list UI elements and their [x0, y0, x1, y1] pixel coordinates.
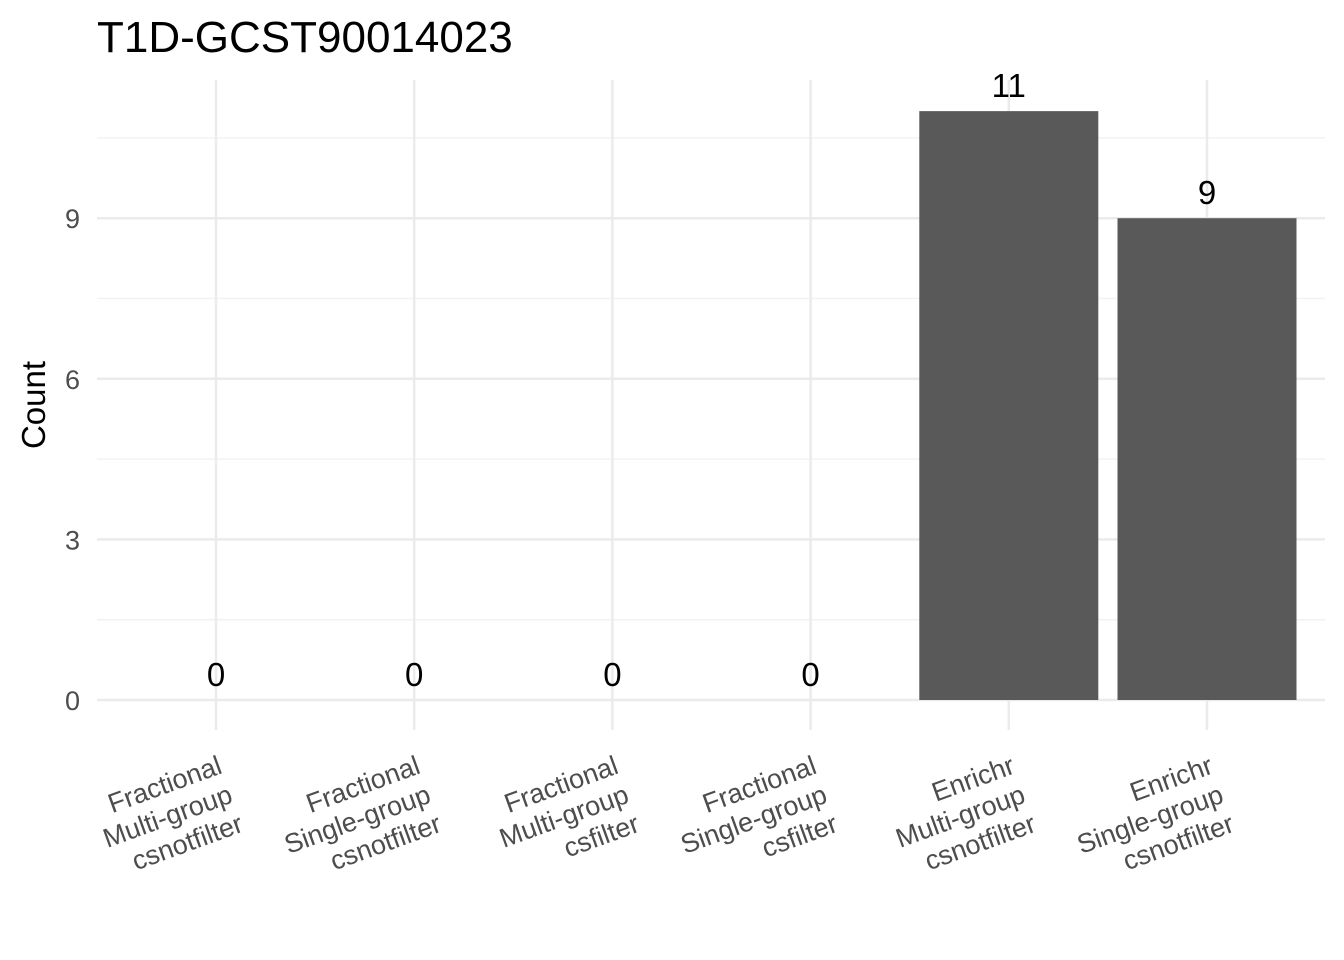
- y-tick-labels: 0 3 6 9: [65, 204, 80, 716]
- bar: [1117, 218, 1297, 700]
- y-tick-label: 3: [65, 525, 80, 555]
- y-tick-label: 0: [65, 686, 80, 716]
- data-label: 11: [992, 67, 1026, 104]
- bar: [919, 111, 1099, 701]
- data-label: 9: [1198, 174, 1216, 211]
- y-axis-label: Count: [15, 361, 52, 449]
- y-tick-label: 9: [65, 204, 80, 234]
- chart-title: T1D-GCST90014023: [97, 13, 513, 62]
- bars: [919, 111, 1297, 701]
- data-label: 0: [405, 656, 423, 693]
- y-tick-label: 6: [65, 365, 80, 395]
- data-label: 0: [603, 656, 621, 693]
- data-label: 0: [801, 656, 819, 693]
- data-label: 0: [207, 656, 225, 693]
- data-labels: 0 0 0 0 11 9: [207, 67, 1216, 693]
